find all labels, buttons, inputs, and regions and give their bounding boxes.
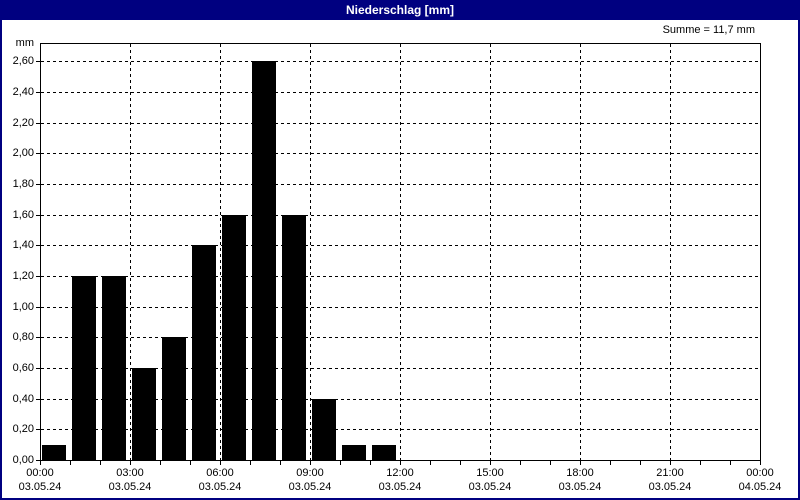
plot-frame-bottom (40, 460, 761, 461)
x-tick-date: 03.05.24 (18, 481, 62, 493)
y-tick-mark (36, 460, 40, 461)
precipitation-bar (222, 215, 246, 460)
v-gridline (220, 44, 221, 460)
y-tick-label: 1,20 (12, 270, 34, 282)
y-tick-label: 1,60 (12, 209, 34, 221)
x-tick-time: 00:00 (746, 467, 774, 479)
x-tick-date: 03.05.24 (468, 481, 512, 493)
v-gridline (310, 44, 311, 460)
x-tick-mark (160, 461, 161, 465)
x-tick-time: 00:00 (26, 467, 54, 479)
precipitation-bar (72, 276, 96, 460)
y-tick-label: 2,60 (12, 55, 34, 67)
x-tick-date: 03.05.24 (558, 481, 602, 493)
v-gridline (490, 44, 491, 460)
precipitation-bar (102, 276, 126, 460)
x-tick-mark (610, 461, 611, 465)
plot-frame-right (760, 43, 761, 461)
x-tick-time: 18:00 (566, 467, 594, 479)
x-tick-mark (700, 461, 701, 465)
precipitation-bar (162, 337, 186, 460)
x-tick-mark (640, 461, 641, 465)
x-tick-mark (100, 461, 101, 465)
plot-frame-top (40, 43, 761, 44)
y-tick-label: 0,20 (12, 423, 34, 435)
y-axis-unit-label: mm (15, 37, 34, 49)
x-tick-time: 06:00 (206, 467, 234, 479)
precipitation-bar (132, 368, 156, 460)
x-tick-time: 03:00 (116, 467, 144, 479)
precipitation-bar (192, 245, 216, 460)
x-tick-mark (130, 461, 131, 465)
x-tick-mark (400, 461, 401, 465)
x-tick-mark (310, 461, 311, 465)
x-tick-mark (430, 461, 431, 465)
x-tick-time: 15:00 (476, 467, 504, 479)
x-tick-mark (280, 461, 281, 465)
y-tick-label: 1,80 (12, 178, 34, 190)
x-tick-mark (340, 461, 341, 465)
plot-frame-left (40, 43, 41, 461)
y-tick-mark (36, 429, 40, 430)
x-tick-time: 09:00 (296, 467, 324, 479)
v-gridline (580, 44, 581, 460)
v-gridline (130, 44, 131, 460)
precipitation-bar (342, 445, 366, 460)
x-tick-date: 04.05.24 (738, 481, 782, 493)
y-tick-label: 1,00 (12, 301, 34, 313)
y-tick-mark (36, 276, 40, 277)
precipitation-bar (312, 399, 336, 460)
y-tick-mark (36, 61, 40, 62)
x-tick-mark (370, 461, 371, 465)
y-tick-mark (36, 215, 40, 216)
y-tick-label: 2,40 (12, 86, 34, 98)
x-tick-mark (670, 461, 671, 465)
precipitation-bar (282, 215, 306, 460)
window-titlebar: Niederschlag [mm] (0, 0, 800, 20)
y-tick-mark (36, 368, 40, 369)
x-tick-date: 03.05.24 (288, 481, 332, 493)
precipitation-bar (42, 445, 66, 460)
y-tick-mark (36, 399, 40, 400)
x-tick-mark (760, 461, 761, 465)
x-tick-mark (70, 461, 71, 465)
x-tick-time: 12:00 (386, 467, 414, 479)
sum-label: Summe = 11,7 mm (662, 24, 755, 36)
x-tick-mark (730, 461, 731, 465)
y-tick-label: 2,00 (12, 147, 34, 159)
y-tick-label: 2,20 (12, 117, 34, 129)
y-tick-label: 0,00 (12, 454, 34, 466)
y-tick-label: 0,40 (12, 393, 34, 405)
y-tick-label: 0,80 (12, 331, 34, 343)
y-tick-mark (36, 337, 40, 338)
y-tick-mark (36, 245, 40, 246)
x-tick-mark (580, 461, 581, 465)
x-tick-mark (190, 461, 191, 465)
y-tick-mark (36, 184, 40, 185)
x-tick-mark (490, 461, 491, 465)
y-tick-mark (36, 92, 40, 93)
x-tick-mark (550, 461, 551, 465)
precipitation-bar (372, 445, 396, 460)
x-tick-mark (520, 461, 521, 465)
y-tick-mark (36, 307, 40, 308)
x-tick-date: 03.05.24 (108, 481, 152, 493)
y-tick-mark (36, 123, 40, 124)
x-tick-mark (40, 461, 41, 465)
v-gridline (670, 44, 671, 460)
y-tick-label: 1,40 (12, 239, 34, 251)
x-tick-mark (220, 461, 221, 465)
x-tick-time: 21:00 (656, 467, 684, 479)
y-tick-mark (36, 153, 40, 154)
precipitation-bar (252, 61, 276, 460)
x-tick-date: 03.05.24 (648, 481, 692, 493)
v-gridline (400, 44, 401, 460)
x-tick-mark (250, 461, 251, 465)
x-tick-date: 03.05.24 (198, 481, 242, 493)
x-tick-mark (460, 461, 461, 465)
y-tick-label: 0,60 (12, 362, 34, 374)
window-title: Niederschlag [mm] (345, 3, 455, 17)
x-tick-date: 03.05.24 (378, 481, 422, 493)
